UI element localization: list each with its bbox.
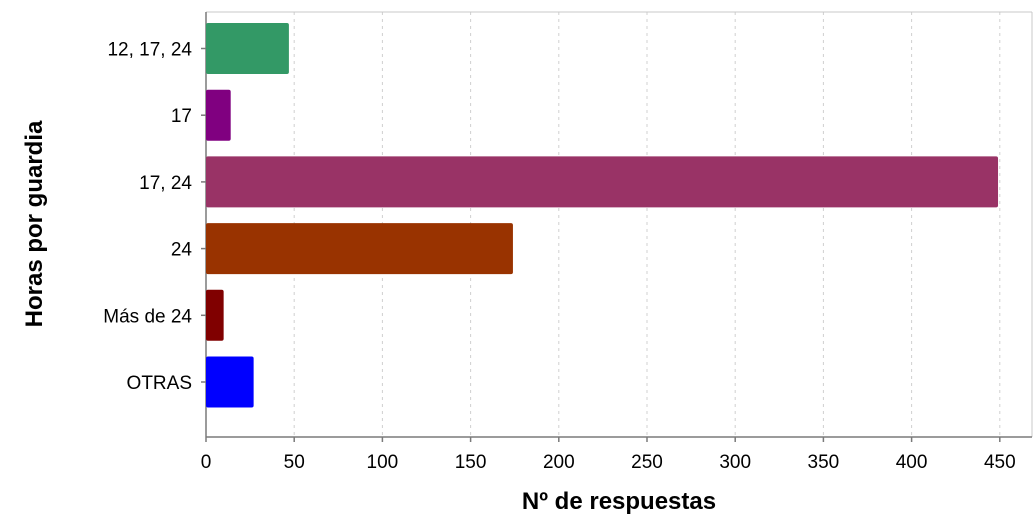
bar bbox=[206, 23, 289, 74]
x-tick-label: 50 bbox=[284, 452, 305, 473]
bar bbox=[206, 156, 999, 208]
y-tick-label: OTRAS bbox=[127, 373, 192, 394]
x-tick-labels: 0 50 100 150 200 250 300 350 400 450 bbox=[201, 437, 1016, 473]
bar bbox=[206, 223, 513, 275]
x-tick-label: 150 bbox=[455, 452, 487, 473]
bars-layer bbox=[206, 23, 999, 408]
y-tick-label: 24 bbox=[171, 240, 193, 261]
x-tick-label: 450 bbox=[984, 452, 1016, 473]
y-axis-title: Horas por guardia bbox=[21, 120, 48, 327]
x-tick-label: 200 bbox=[543, 452, 575, 473]
y-tick-label: 12, 17, 24 bbox=[107, 40, 192, 61]
x-tick-label: 250 bbox=[631, 452, 663, 473]
x-tick-label: 300 bbox=[719, 452, 751, 473]
x-tick-label: 0 bbox=[201, 452, 212, 473]
y-tick-label: Más de 24 bbox=[103, 306, 192, 327]
x-tick-label: 100 bbox=[367, 452, 399, 473]
x-axis-title: Nº de respuestas bbox=[522, 488, 716, 515]
x-tick-label: 400 bbox=[896, 452, 928, 473]
y-tick-label: 17, 24 bbox=[139, 173, 192, 194]
y-tick-labels: 12, 17, 24 17 17, 24 24 Más de 24 OTRAS bbox=[103, 40, 206, 394]
bar bbox=[206, 356, 254, 408]
bar bbox=[206, 289, 224, 341]
y-tick-label: 17 bbox=[171, 106, 192, 127]
bar bbox=[206, 89, 231, 141]
x-tick-label: 350 bbox=[808, 452, 840, 473]
